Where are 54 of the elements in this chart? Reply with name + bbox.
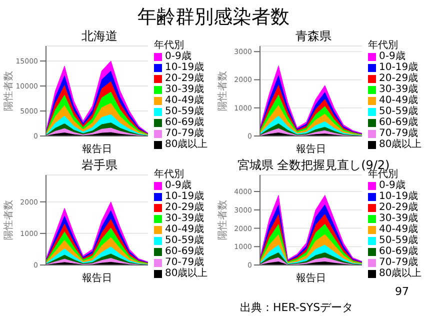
legend-label: 60-69歳 xyxy=(379,246,418,257)
legend-label: 70-79歳 xyxy=(379,257,418,268)
x-axis-title: 報告日 xyxy=(81,142,113,156)
legend-label: 10-19歳 xyxy=(379,191,418,202)
legend-label: 20-29歳 xyxy=(379,73,418,84)
legend-label: 50-59歳 xyxy=(379,106,418,117)
legend-label: 80歳以上 xyxy=(379,139,422,150)
text: 97 xyxy=(395,285,409,298)
legend-label: 20-29歳 xyxy=(165,202,204,213)
legend-label: 50-59歳 xyxy=(379,235,418,246)
text: 年齢群別感染者数 xyxy=(136,5,290,30)
y-axis-title: 陽性者数 xyxy=(2,71,15,111)
legend-label: 70-79歳 xyxy=(379,128,418,139)
legend-label: 70-79歳 xyxy=(165,128,204,139)
legend-label: 20-29歳 xyxy=(379,202,418,213)
legend-title: 年代別 xyxy=(154,40,184,51)
legend-title: 年代別 xyxy=(368,169,398,180)
legend-label: 20-29歳 xyxy=(165,73,204,84)
legend-label: 60-69歳 xyxy=(165,246,204,257)
x-axis-title: 報告日 xyxy=(81,272,113,285)
legend-label: 40-49歳 xyxy=(165,224,204,235)
legend-label: 80歳以上 xyxy=(379,268,422,279)
legend-label: 70-79歳 xyxy=(165,257,204,268)
legend-label: 40-49歳 xyxy=(379,95,418,106)
legend-label: 30-39歳 xyxy=(379,213,418,224)
legend-title: 年代別 xyxy=(154,169,184,180)
legend-label: 0-9歳 xyxy=(165,51,192,62)
chart-title: 北海道 xyxy=(82,29,118,43)
chart-title: 岩手県 xyxy=(82,158,118,172)
legend-label: 10-19歳 xyxy=(165,191,204,202)
legend-label: 0-9歳 xyxy=(165,180,192,191)
legend-label: 80歳以上 xyxy=(165,268,208,279)
legend-label: 80歳以上 xyxy=(165,139,208,150)
x-axis-title: 報告日 xyxy=(295,142,327,156)
legend-label: 0-9歳 xyxy=(379,180,406,191)
legend-label: 60-69歳 xyxy=(165,117,204,128)
y-axis-title: 陽性者数 xyxy=(216,200,229,240)
legend-label: 30-39歳 xyxy=(165,213,204,224)
source-note: 出典：HER-SYSデータ xyxy=(240,300,354,315)
legend-label: 50-59歳 xyxy=(165,106,204,117)
legend-label: 40-49歳 xyxy=(379,224,418,235)
legend-label: 10-19歳 xyxy=(165,62,204,73)
legend-label: 30-39歳 xyxy=(379,84,418,95)
chart-title: 青森県 xyxy=(296,29,332,43)
legend-label: 10-19歳 xyxy=(379,62,418,73)
x-axis-title: 報告日 xyxy=(295,272,327,285)
legend-label: 30-39歳 xyxy=(165,84,204,95)
legend-label: 40-49歳 xyxy=(165,95,204,106)
y-axis-title: 陽性者数 xyxy=(216,71,229,111)
legend-label: 50-59歳 xyxy=(165,235,204,246)
legend-title: 年代別 xyxy=(368,40,398,51)
legend-label: 0-9歳 xyxy=(379,51,406,62)
legend-label: 60-69歳 xyxy=(379,117,418,128)
y-axis-title: 陽性者数 xyxy=(2,200,15,240)
